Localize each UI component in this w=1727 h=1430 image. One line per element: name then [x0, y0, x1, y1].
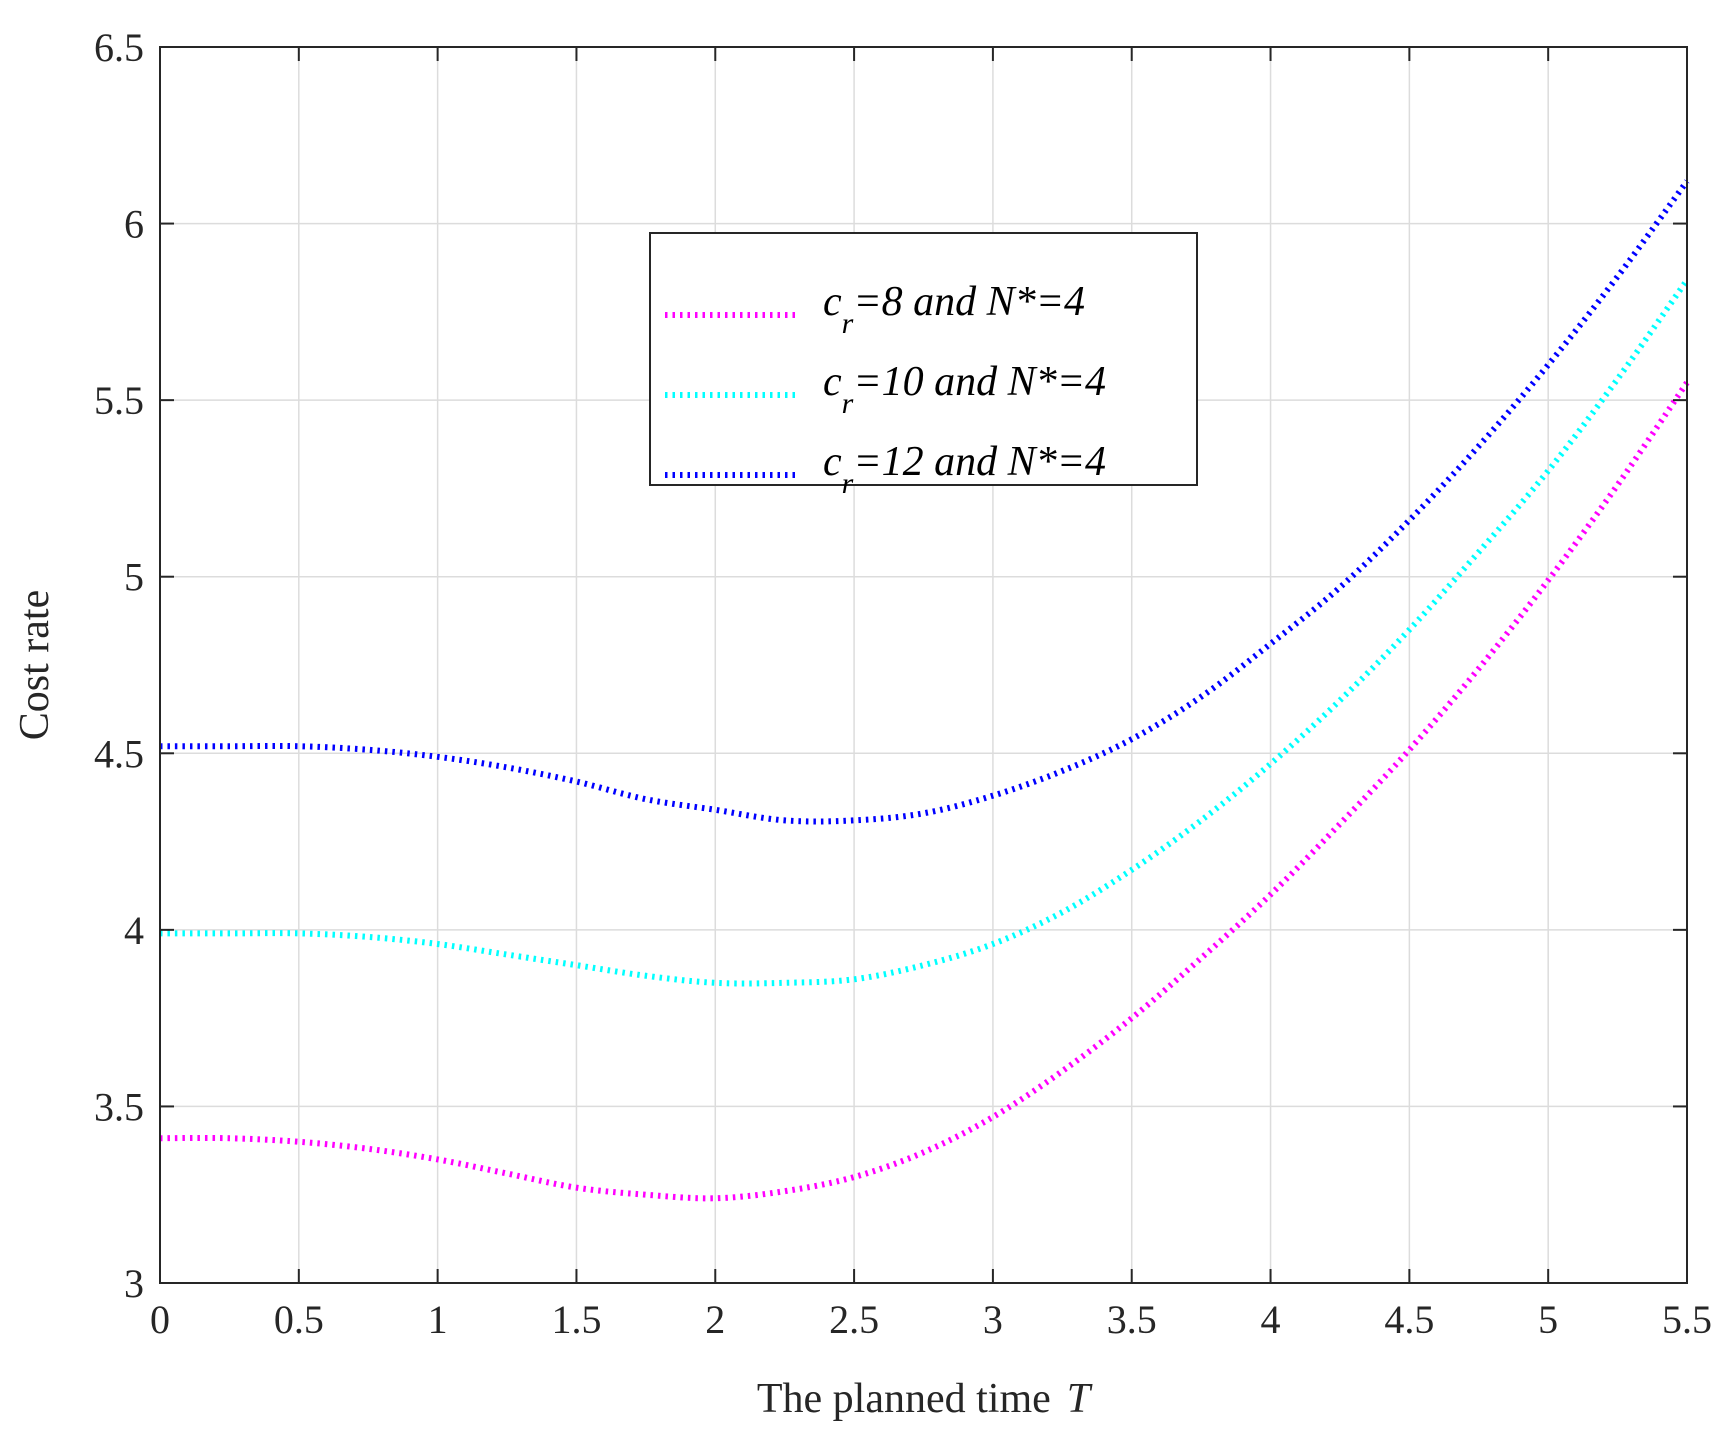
series-layer: [159, 179, 1690, 1202]
x-axis-label-variable: T: [1067, 1376, 1093, 1422]
y-tick-label: 3: [124, 1261, 144, 1306]
y-axis-label: Cost rate: [12, 590, 58, 740]
x-tick-labels: 0 0.5 1 1.5 2 2.5 3 3.5 4 4.5 5 5.5: [150, 1297, 1712, 1342]
legend-entry-1: cr=8 and N*=4: [823, 279, 1085, 340]
legend-subscript: r: [842, 307, 854, 340]
x-tick-label: 5: [1538, 1297, 1558, 1342]
y-tick-label: 6: [124, 202, 144, 247]
legend-entry-3: cr=12 and N*=4: [823, 439, 1106, 500]
x-tick-label: 1: [428, 1297, 448, 1342]
x-tick-label: 2.5: [829, 1297, 879, 1342]
x-tick-label: 5.5: [1662, 1297, 1712, 1342]
x-tick-label: 3: [983, 1297, 1003, 1342]
x-tick-label: 2: [705, 1297, 725, 1342]
legend-entry-2: cr=10 and N*=4: [823, 359, 1106, 420]
legend: cr=8 and N*=4cr=10 and N*=4cr=12 and N*=…: [649, 232, 1198, 500]
plot-frame: [159, 46, 1688, 1284]
y-tick-label: 3.5: [94, 1084, 144, 1129]
legend-text-rest: =10 and N*=4: [853, 359, 1106, 405]
series-line-2: [159, 278, 1690, 987]
y-tick-label: 4: [124, 908, 144, 953]
legend-symbol: c: [823, 279, 842, 325]
legend-symbol: c: [823, 439, 842, 485]
legend-symbol: c: [823, 359, 842, 405]
x-tick-label: 4: [1261, 1297, 1281, 1342]
series-line-3: [160, 179, 1690, 825]
x-tick-label: 4.5: [1384, 1297, 1434, 1342]
legend-text-rest: =8 and N*=4: [853, 279, 1085, 325]
legend-subscript: r: [842, 387, 854, 420]
y-tick-label: 5: [124, 555, 144, 600]
y-tick-label: 6.5: [94, 25, 144, 70]
y-tick-label: 5.5: [94, 378, 144, 423]
series-line-1: [159, 380, 1690, 1202]
legend-box: [649, 232, 1198, 486]
y-tick-label: 4.5: [94, 731, 144, 776]
legend-items: cr=8 and N*=4cr=10 and N*=4cr=12 and N*=…: [665, 279, 1106, 500]
x-tick-label: 1.5: [551, 1297, 601, 1342]
y-tick-labels: 3 3.5 4 4.5 5 5.5 6 6.5: [94, 25, 144, 1306]
x-axis-label: The planned time T: [757, 1376, 1093, 1422]
legend-text-rest: =12 and N*=4: [853, 439, 1106, 485]
x-tick-label: 0: [150, 1297, 170, 1342]
x-tick-label: 0.5: [274, 1297, 324, 1342]
legend-subscript: r: [842, 467, 854, 500]
x-axis-label-text: The planned time: [757, 1376, 1051, 1422]
x-tick-label: 3.5: [1107, 1297, 1157, 1342]
ticks: [159, 46, 1688, 1284]
